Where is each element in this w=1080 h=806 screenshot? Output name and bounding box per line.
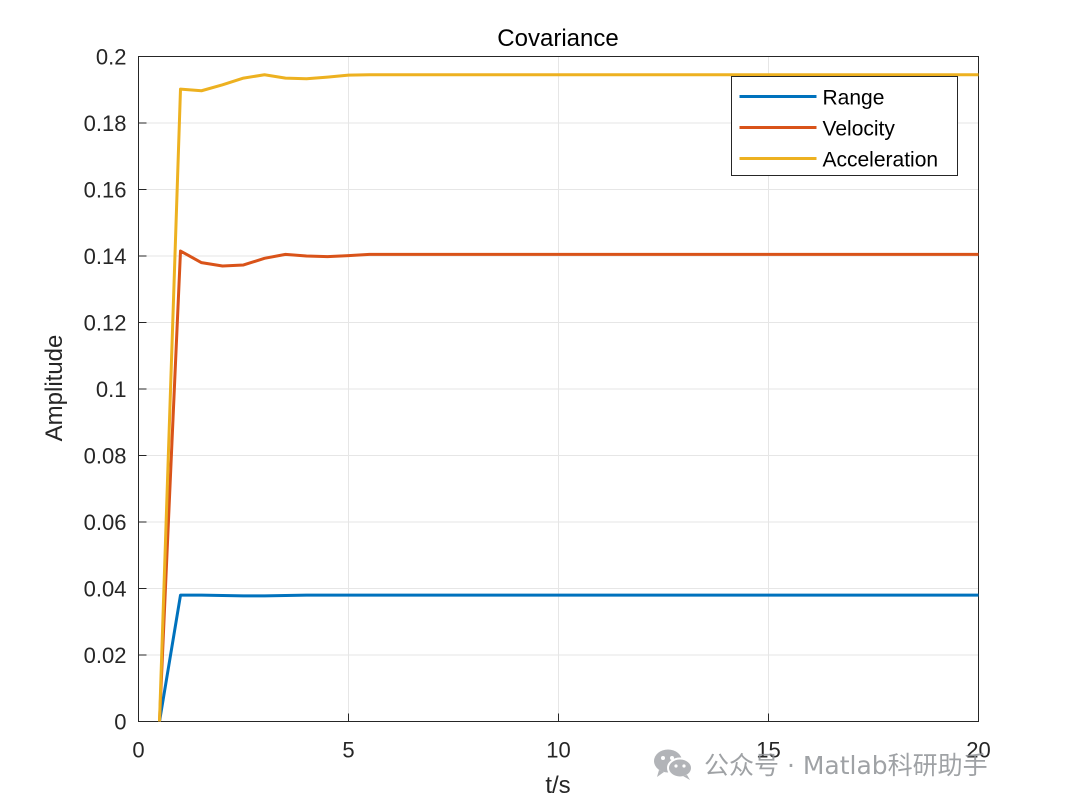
y-tick-label: 0.18 bbox=[84, 111, 127, 136]
x-tick-label: 20 bbox=[966, 738, 990, 763]
y-axis-label: Amplitude bbox=[41, 335, 68, 442]
y-tick-label: 0.16 bbox=[84, 178, 127, 203]
x-tick-label: 5 bbox=[342, 738, 354, 763]
x-tick-label: 0 bbox=[132, 738, 144, 763]
legend-label-velocity: Velocity bbox=[823, 118, 896, 141]
x-tick-label: 15 bbox=[756, 738, 780, 763]
y-tick-label: 0.04 bbox=[84, 577, 127, 602]
y-tick-label: 0.2 bbox=[96, 45, 127, 70]
legend-label-range: Range bbox=[823, 87, 885, 110]
x-tick-label: 10 bbox=[546, 738, 570, 763]
series-line-velocity bbox=[158, 249, 979, 722]
series-group bbox=[158, 73, 979, 722]
y-tick-label: 0.06 bbox=[84, 510, 127, 535]
y-tick-label: 0.12 bbox=[84, 311, 127, 336]
series-line-acceleration bbox=[158, 73, 979, 722]
y-tick-label: 0.1 bbox=[96, 377, 127, 402]
watermark-text: 公众号 · Matlab科研助手 bbox=[704, 751, 988, 780]
series-line-range bbox=[158, 593, 979, 722]
y-tick-label: 0.14 bbox=[84, 244, 127, 269]
watermark: 公众号 · Matlab科研助手 bbox=[652, 744, 988, 784]
y-tick-label: 0.08 bbox=[84, 444, 127, 469]
wechat-icon bbox=[654, 749, 693, 780]
y-tick-label: 0 bbox=[114, 710, 126, 735]
ticks: 0 5 10 15 20 0 0.02 0.04 0.06 0.08 0.1 0.12 0.14 0.16… bbox=[84, 45, 991, 763]
legend-label-acceleration: Acceleration bbox=[823, 149, 939, 172]
y-tick-label: 0.02 bbox=[84, 643, 127, 668]
legend: Range Velocity Acceleration bbox=[731, 76, 958, 176]
x-axis-label: t/s bbox=[545, 772, 570, 799]
chart-title: Covariance bbox=[497, 25, 618, 52]
